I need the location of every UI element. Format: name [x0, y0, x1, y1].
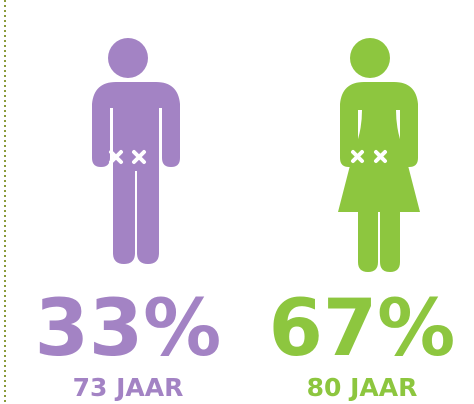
- age: 73 JAAR: [73, 373, 184, 402]
- man-figure: [92, 38, 180, 264]
- percent: 67%: [269, 284, 456, 374]
- woman-figure: [338, 38, 420, 272]
- age: 80 JAAR: [307, 373, 418, 402]
- percent: 33%: [35, 284, 222, 374]
